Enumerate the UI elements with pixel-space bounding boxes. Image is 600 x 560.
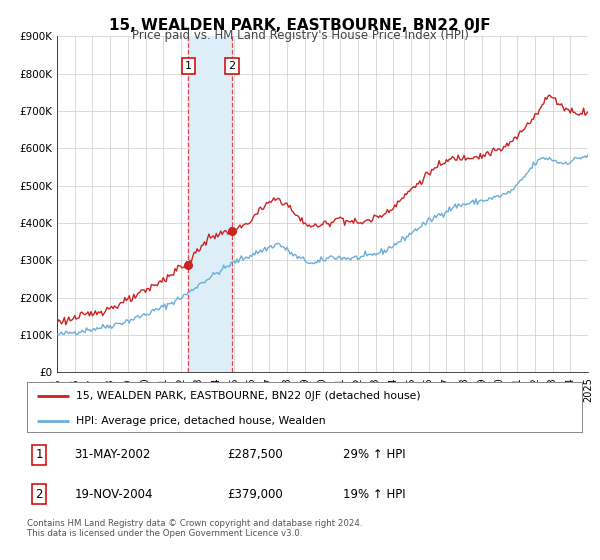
Text: Price paid vs. HM Land Registry's House Price Index (HPI): Price paid vs. HM Land Registry's House …	[131, 29, 469, 42]
Text: 15, WEALDEN PARK, EASTBOURNE, BN22 0JF (detached house): 15, WEALDEN PARK, EASTBOURNE, BN22 0JF (…	[76, 390, 421, 400]
Text: 15, WEALDEN PARK, EASTBOURNE, BN22 0JF: 15, WEALDEN PARK, EASTBOURNE, BN22 0JF	[109, 18, 491, 33]
Text: 1: 1	[35, 449, 43, 461]
Text: 2: 2	[229, 61, 236, 71]
Text: 31-MAY-2002: 31-MAY-2002	[74, 449, 151, 461]
Text: 1: 1	[185, 61, 192, 71]
Text: This data is licensed under the Open Government Licence v3.0.: This data is licensed under the Open Gov…	[27, 529, 302, 538]
Text: 19% ↑ HPI: 19% ↑ HPI	[343, 488, 406, 501]
Text: 29% ↑ HPI: 29% ↑ HPI	[343, 449, 406, 461]
Text: 2: 2	[35, 488, 43, 501]
Text: HPI: Average price, detached house, Wealden: HPI: Average price, detached house, Weal…	[76, 416, 325, 426]
Text: £287,500: £287,500	[227, 449, 283, 461]
Text: 19-NOV-2004: 19-NOV-2004	[74, 488, 152, 501]
Text: £379,000: £379,000	[227, 488, 283, 501]
Bar	[188, 36, 232, 372]
Text: Contains HM Land Registry data © Crown copyright and database right 2024.: Contains HM Land Registry data © Crown c…	[27, 519, 362, 528]
